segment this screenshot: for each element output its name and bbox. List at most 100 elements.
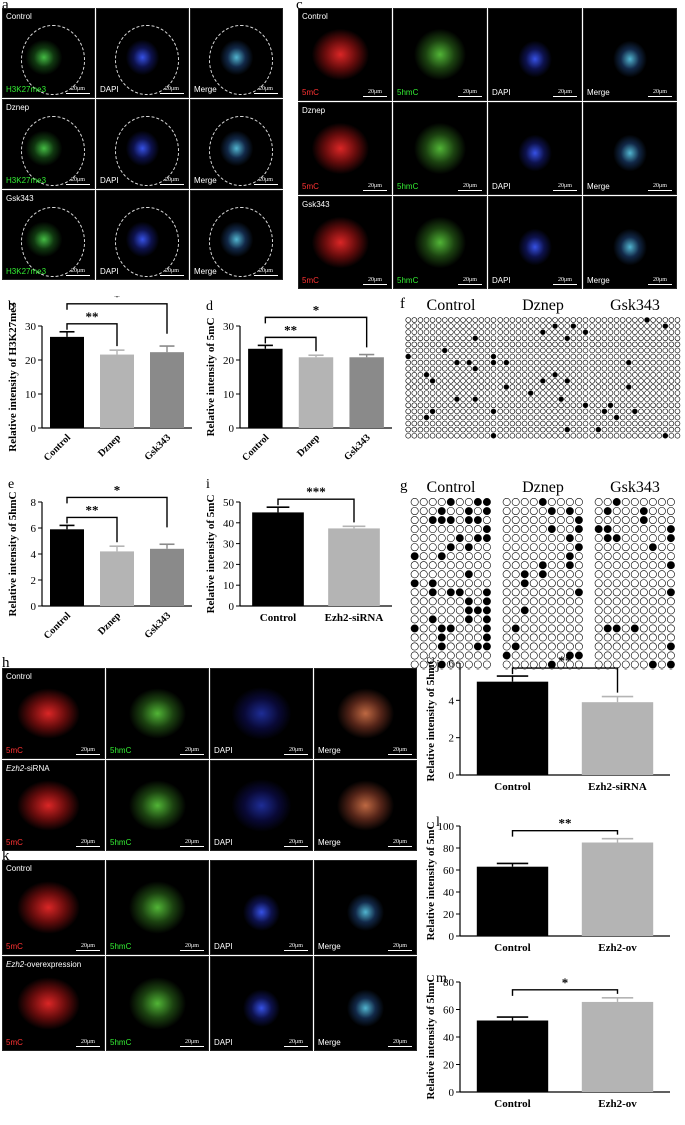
methylated-cpg	[454, 359, 460, 366]
unmethylated-cpg	[603, 606, 612, 615]
unmethylated-cpg	[419, 561, 428, 570]
unmethylated-cpg	[484, 347, 491, 354]
unmethylated-cpg	[639, 633, 648, 642]
unmethylated-cpg	[509, 359, 516, 366]
unmethylated-cpg	[534, 353, 540, 360]
panel-letter-g: g	[400, 478, 408, 494]
unmethylated-cpg	[520, 525, 529, 534]
bar	[298, 357, 334, 428]
methylated-cpg	[662, 432, 669, 439]
unmethylated-cpg	[534, 432, 540, 439]
unmethylated-cpg	[503, 353, 510, 360]
oocyte-outline	[21, 206, 86, 278]
unmethylated-cpg	[503, 408, 510, 415]
methylated-cpg	[565, 507, 574, 515]
unmethylated-cpg	[582, 323, 589, 329]
unmethylated-cpg	[674, 347, 681, 354]
unmethylated-cpg	[570, 432, 577, 439]
y-tick-label: 40	[223, 518, 235, 530]
unmethylated-cpg	[644, 396, 650, 402]
unmethylated-cpg	[666, 516, 675, 525]
unmethylated-cpg	[405, 432, 411, 439]
unmethylated-cpg	[639, 543, 648, 552]
unmethylated-cpg	[478, 353, 485, 360]
unmethylated-cpg	[484, 335, 491, 342]
unmethylated-cpg	[650, 353, 656, 360]
unmethylated-cpg	[644, 359, 650, 366]
unmethylated-cpg	[603, 498, 612, 506]
unmethylated-cpg	[484, 372, 491, 378]
unmethylated-cpg	[473, 507, 482, 515]
unmethylated-cpg	[540, 359, 546, 366]
methylated-cpg	[666, 660, 675, 669]
unmethylated-cpg	[546, 396, 552, 402]
unmethylated-cpg	[509, 420, 516, 427]
unmethylated-cpg	[594, 552, 603, 561]
unmethylated-cpg	[650, 426, 656, 433]
unmethylated-cpg	[478, 426, 485, 433]
unmethylated-cpg	[630, 525, 639, 534]
scale-bar: 20μm	[284, 943, 308, 951]
row-label: Dznep	[302, 106, 326, 115]
significance-label: **	[284, 322, 297, 337]
unmethylated-cpg	[464, 552, 473, 561]
unmethylated-cpg	[552, 353, 558, 360]
unmethylated-cpg	[455, 570, 464, 579]
unmethylated-cpg	[446, 570, 455, 579]
unmethylated-cpg	[564, 359, 570, 366]
unmethylated-cpg	[574, 606, 583, 615]
unmethylated-cpg	[630, 534, 639, 543]
unmethylated-cpg	[621, 525, 630, 534]
unmethylated-cpg	[437, 588, 446, 597]
unmethylated-cpg	[589, 396, 595, 402]
unmethylated-cpg	[482, 552, 491, 561]
unmethylated-cpg	[547, 624, 556, 633]
y-tick-label: 50	[223, 497, 235, 509]
methylated-cpg	[482, 507, 491, 515]
scale-bar: 20μm	[553, 277, 577, 285]
unmethylated-cpg	[441, 426, 448, 433]
unmethylated-cpg	[574, 597, 583, 606]
unmethylated-cpg	[435, 335, 442, 342]
unmethylated-cpg	[589, 335, 595, 342]
unmethylated-cpg	[482, 579, 491, 588]
unmethylated-cpg	[639, 552, 648, 561]
unmethylated-cpg	[547, 534, 556, 543]
methylated-cpg	[464, 516, 473, 525]
unmethylated-cpg	[454, 384, 460, 390]
unmethylated-cpg	[657, 552, 666, 561]
unmethylated-cpg	[594, 633, 603, 642]
methylated-cpg	[410, 552, 419, 561]
unmethylated-cpg	[454, 420, 460, 427]
unmethylated-cpg	[478, 317, 485, 323]
significance-bracket	[511, 989, 619, 996]
unmethylated-cpg	[435, 372, 442, 378]
unmethylated-cpg	[497, 359, 503, 366]
unmethylated-cpg	[520, 543, 529, 552]
unmethylated-cpg	[511, 534, 520, 543]
unmethylated-cpg	[576, 372, 583, 378]
unmethylated-cpg	[509, 408, 516, 415]
significance-label: **	[559, 655, 572, 668]
unmethylated-cpg	[437, 534, 446, 543]
unmethylated-cpg	[603, 597, 612, 606]
unmethylated-cpg	[613, 426, 620, 433]
y-tick-label: 0	[229, 601, 235, 613]
methylated-cpg	[626, 359, 632, 366]
unmethylated-cpg	[565, 597, 574, 606]
unmethylated-cpg	[630, 507, 639, 515]
unmethylated-cpg	[552, 414, 558, 421]
unmethylated-cpg	[607, 432, 614, 439]
unmethylated-cpg	[490, 335, 497, 342]
unmethylated-cpg	[570, 347, 577, 354]
unmethylated-cpg	[564, 414, 570, 421]
micrograph-h-r1-c1: 5hmC 20μm	[106, 760, 209, 851]
unmethylated-cpg	[657, 498, 666, 506]
methylated-cpg	[437, 624, 446, 633]
unmethylated-cpg	[429, 317, 436, 323]
methylated-cpg	[603, 624, 612, 633]
methylated-cpg	[441, 347, 448, 354]
unmethylated-cpg	[441, 317, 448, 323]
unmethylated-cpg	[638, 347, 644, 354]
micrograph-c-r0-c0: Control 5mC 20μm	[298, 8, 392, 101]
